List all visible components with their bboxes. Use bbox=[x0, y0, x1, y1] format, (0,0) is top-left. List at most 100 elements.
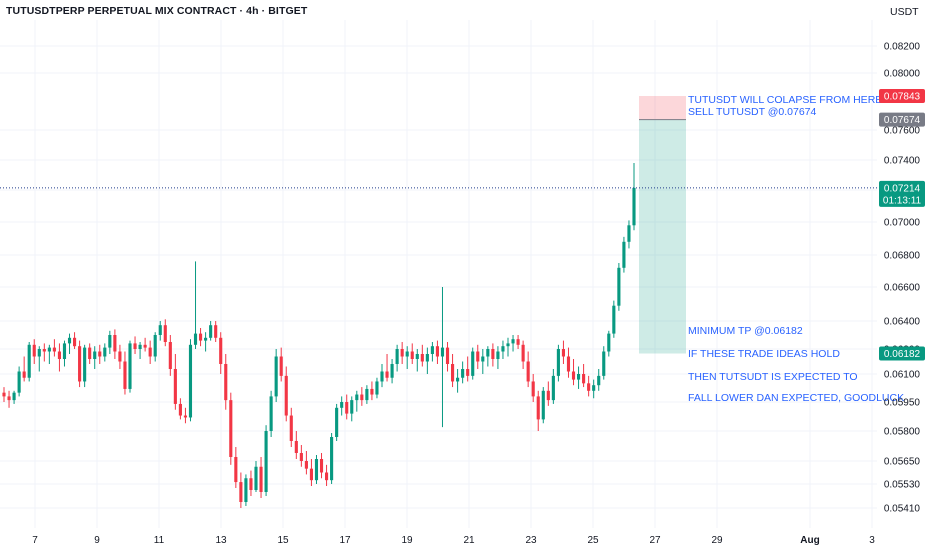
candle-body bbox=[491, 349, 495, 359]
candle-body bbox=[143, 344, 147, 348]
candle-body bbox=[511, 339, 515, 344]
candle-body bbox=[244, 478, 248, 502]
candle-body bbox=[496, 351, 500, 359]
candle bbox=[622, 236, 626, 273]
y-tick-label: 0.05530 bbox=[884, 480, 921, 491]
candle bbox=[405, 346, 409, 369]
candle bbox=[561, 340, 566, 364]
candle bbox=[17, 366, 21, 397]
price-badge-label: 0.07843 bbox=[884, 92, 921, 103]
candle bbox=[461, 361, 465, 384]
annotation-text: MINIMUM TP @0.06182 bbox=[688, 325, 803, 337]
candle bbox=[193, 261, 198, 349]
take-profit-zone bbox=[639, 119, 686, 354]
candle bbox=[264, 425, 268, 496]
candle bbox=[57, 343, 62, 372]
price-badge-label: 0.07674 bbox=[884, 115, 921, 126]
candle bbox=[47, 344, 51, 364]
candle bbox=[299, 445, 303, 467]
candle bbox=[521, 340, 525, 369]
candle bbox=[450, 354, 455, 388]
candle-body bbox=[198, 333, 203, 341]
candle-body bbox=[415, 354, 419, 359]
price-badge bbox=[879, 112, 925, 127]
candle-body bbox=[395, 349, 399, 364]
y-tick-label: 0.08200 bbox=[884, 42, 921, 53]
y-tick-label: 0.08000 bbox=[884, 69, 921, 80]
candle-body bbox=[52, 347, 56, 352]
candle bbox=[188, 339, 193, 422]
candle bbox=[491, 343, 495, 367]
candle bbox=[400, 342, 404, 364]
price-badge bbox=[879, 180, 925, 207]
candle-body bbox=[294, 441, 298, 453]
x-tick-label: 19 bbox=[401, 535, 413, 546]
candle-body bbox=[612, 305, 616, 334]
candle bbox=[345, 394, 349, 420]
candle-body bbox=[587, 383, 591, 391]
candle bbox=[531, 374, 535, 402]
price-axis[interactable]: 0.082000.080000.076000.074000.072000.070… bbox=[879, 42, 925, 515]
candle-body bbox=[88, 347, 92, 359]
candle-body bbox=[360, 394, 364, 401]
annotation-text: THEN TUTSUDT IS EXPECTED TO bbox=[688, 371, 858, 383]
candle-body bbox=[153, 335, 157, 357]
candle-body bbox=[284, 375, 288, 416]
price-badge-label: 0.07214 bbox=[884, 183, 921, 194]
candle bbox=[501, 340, 505, 359]
candle-body bbox=[445, 347, 450, 364]
candle bbox=[430, 342, 434, 362]
candle-body bbox=[536, 396, 540, 420]
candle-body bbox=[385, 371, 389, 378]
candle bbox=[340, 396, 344, 416]
candle bbox=[355, 390, 359, 412]
candle bbox=[254, 461, 258, 492]
candle-body bbox=[12, 392, 16, 401]
candle bbox=[602, 346, 606, 380]
candle-body bbox=[209, 325, 213, 338]
candle bbox=[466, 356, 470, 382]
candle-body bbox=[249, 478, 253, 490]
candle-body bbox=[622, 241, 626, 268]
candle-body bbox=[456, 377, 460, 382]
candle bbox=[516, 335, 520, 349]
candle bbox=[350, 396, 354, 422]
annotation-text: SELL TUTUSDT @0.07674 bbox=[688, 106, 817, 118]
short-position-tool[interactable] bbox=[639, 96, 686, 354]
candle bbox=[571, 359, 576, 386]
candle-body bbox=[340, 402, 344, 408]
candle bbox=[284, 366, 288, 422]
candle-body bbox=[138, 344, 142, 349]
candle-body bbox=[420, 354, 424, 362]
y-tick-label: 0.05650 bbox=[884, 457, 921, 468]
candle-body bbox=[188, 344, 193, 418]
candle-body bbox=[239, 482, 243, 502]
candle bbox=[249, 470, 253, 496]
candle-body bbox=[602, 351, 606, 376]
candle bbox=[324, 464, 329, 486]
annotation-text: IF THESE TRADE IDEAS HOLD bbox=[688, 348, 840, 360]
candle bbox=[587, 375, 591, 397]
candle-body bbox=[72, 337, 77, 347]
candle bbox=[219, 332, 223, 374]
candle bbox=[360, 387, 364, 406]
x-tick-label: 7 bbox=[32, 535, 38, 546]
candle-body bbox=[461, 369, 465, 378]
candle-body bbox=[571, 371, 576, 380]
candle bbox=[118, 344, 122, 369]
candle-body bbox=[183, 415, 188, 418]
price-badge-label: 0.06182 bbox=[884, 349, 921, 360]
time-axis[interactable]: 7 9 11 13 15 17 19 21 23 25 27 29 Aug 3 bbox=[32, 535, 875, 546]
candle-body bbox=[17, 371, 21, 393]
candle-body bbox=[27, 344, 31, 378]
candle bbox=[183, 407, 188, 424]
candle-body bbox=[566, 356, 571, 372]
candle bbox=[153, 332, 157, 362]
candle-body bbox=[173, 369, 177, 404]
candle bbox=[511, 335, 515, 352]
x-tick-label: 27 bbox=[649, 535, 661, 546]
x-tick-label: 15 bbox=[277, 535, 289, 546]
candle bbox=[204, 332, 208, 352]
